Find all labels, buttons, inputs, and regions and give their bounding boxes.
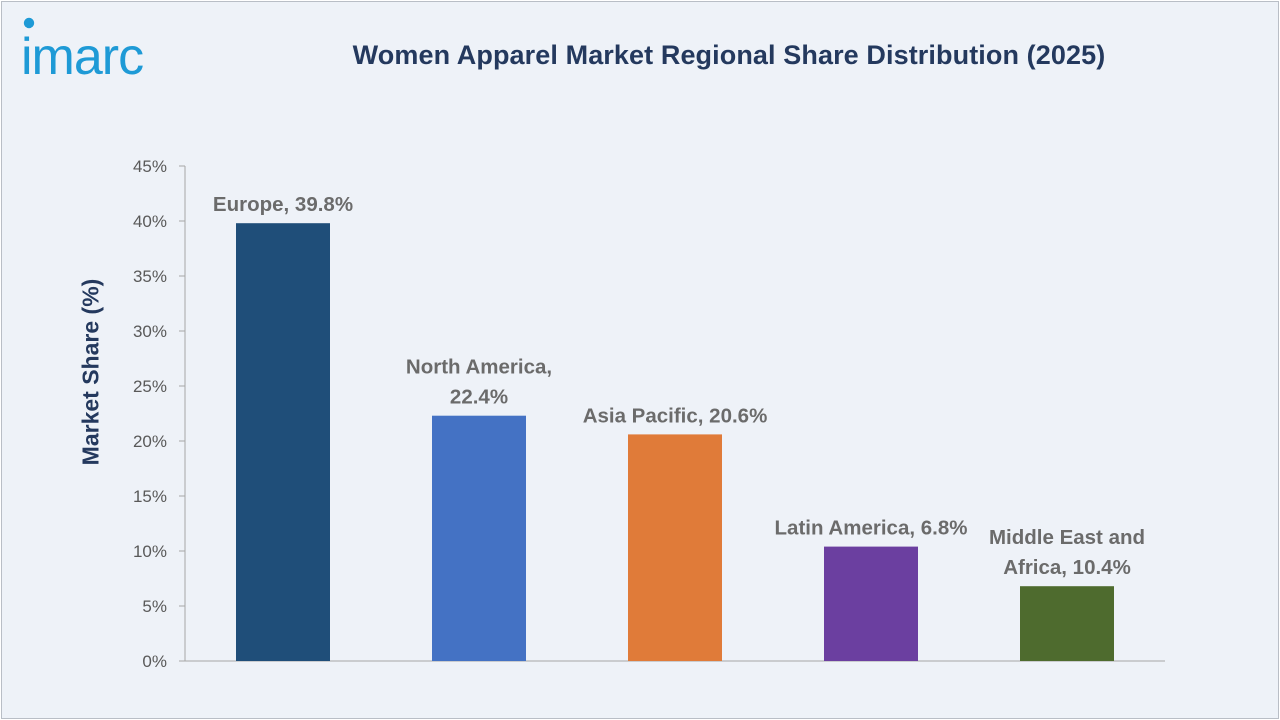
y-tick-label: 45%: [133, 157, 167, 176]
data-label: North America,: [406, 356, 552, 379]
chart-title: Women Apparel Market Regional Share Dist…: [352, 40, 1106, 70]
data-label: Europe, 39.8%: [213, 193, 353, 216]
y-tick-label: 35%: [133, 267, 167, 286]
bar-north-america: [432, 415, 526, 661]
y-tick-label: 20%: [133, 432, 167, 451]
data-label: Middle East and: [989, 526, 1145, 549]
bar-asia-pacific: [628, 434, 722, 661]
y-tick-label: 30%: [133, 322, 167, 341]
y-tick-label: 40%: [133, 212, 167, 231]
y-tick-label: 0%: [142, 652, 167, 671]
data-label: Asia Pacific, 20.6%: [583, 404, 768, 427]
axes: 0% 5% 10% 15% 20% 25% 30% 35% 40% 45%: [133, 157, 1165, 671]
data-label: Africa, 10.4%: [1003, 556, 1131, 579]
data-labels: Europe, 39.8% North America, 22.4% Asia Pac…: [213, 193, 1145, 579]
bar-middle-east-and-africa: [1020, 586, 1114, 661]
bar-europe: [236, 223, 330, 661]
bars: [236, 223, 1114, 661]
logo-text: imarc: [22, 28, 143, 80]
y-tick-label: 15%: [133, 487, 167, 506]
data-label: Latin America, 6.8%: [775, 517, 968, 540]
y-tick-label: 25%: [133, 377, 167, 396]
y-tick-label: 10%: [133, 542, 167, 561]
y-tick-label: 5%: [142, 597, 167, 616]
imarc-logo: imarc: [22, 17, 144, 80]
bar-latin-america: [824, 546, 918, 661]
data-label: 22.4%: [450, 386, 508, 409]
